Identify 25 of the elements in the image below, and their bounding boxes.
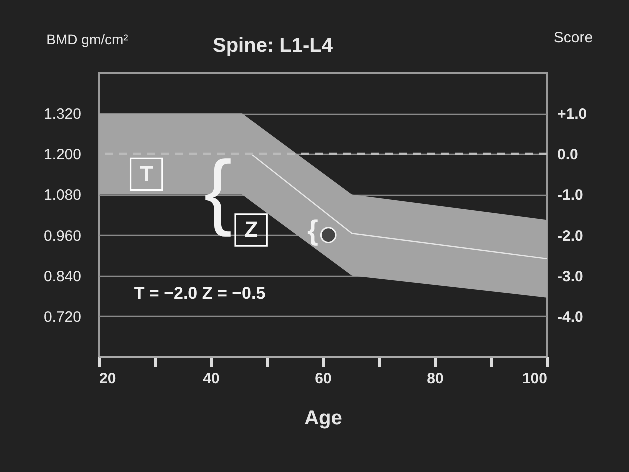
- chart-title: Spine: L1-L4: [212, 35, 334, 57]
- annotation: T: [140, 161, 154, 186]
- y-tick-label: 1.080: [44, 187, 82, 204]
- x-tick-label: 100: [522, 370, 548, 388]
- annotation: {: [308, 215, 319, 246]
- y-tick-label: 1.200: [44, 146, 82, 164]
- y2-tick-label: -3.0: [558, 268, 584, 286]
- y-tick-label: 0.840: [44, 268, 82, 286]
- x-tick-label: 80: [427, 370, 444, 388]
- y-tick-label: 0.720: [44, 308, 82, 326]
- y2-tick-label: 0.0: [558, 146, 578, 164]
- y-axis-title: BMD gm/cm²: [46, 32, 129, 48]
- y2-tick-label: -2.0: [558, 228, 584, 245]
- y2-tick-label: -1.0: [558, 187, 584, 204]
- x-tick-label: 40: [203, 370, 220, 388]
- y-tick-label: 1.320: [44, 106, 82, 124]
- x-tick-label: 60: [315, 370, 332, 388]
- annotation: Z: [244, 217, 258, 242]
- y2-tick-label: -4.0: [558, 308, 584, 326]
- x-axis-title: Age: [304, 408, 342, 430]
- y-tick-label: 0.960: [44, 228, 82, 245]
- y2-axis-title: Score: [554, 30, 594, 46]
- y2-tick-label: +1.0: [558, 106, 588, 124]
- x-tick-label: 20: [100, 370, 116, 388]
- annotation: T = −2.0 Z = −0.5: [134, 284, 266, 303]
